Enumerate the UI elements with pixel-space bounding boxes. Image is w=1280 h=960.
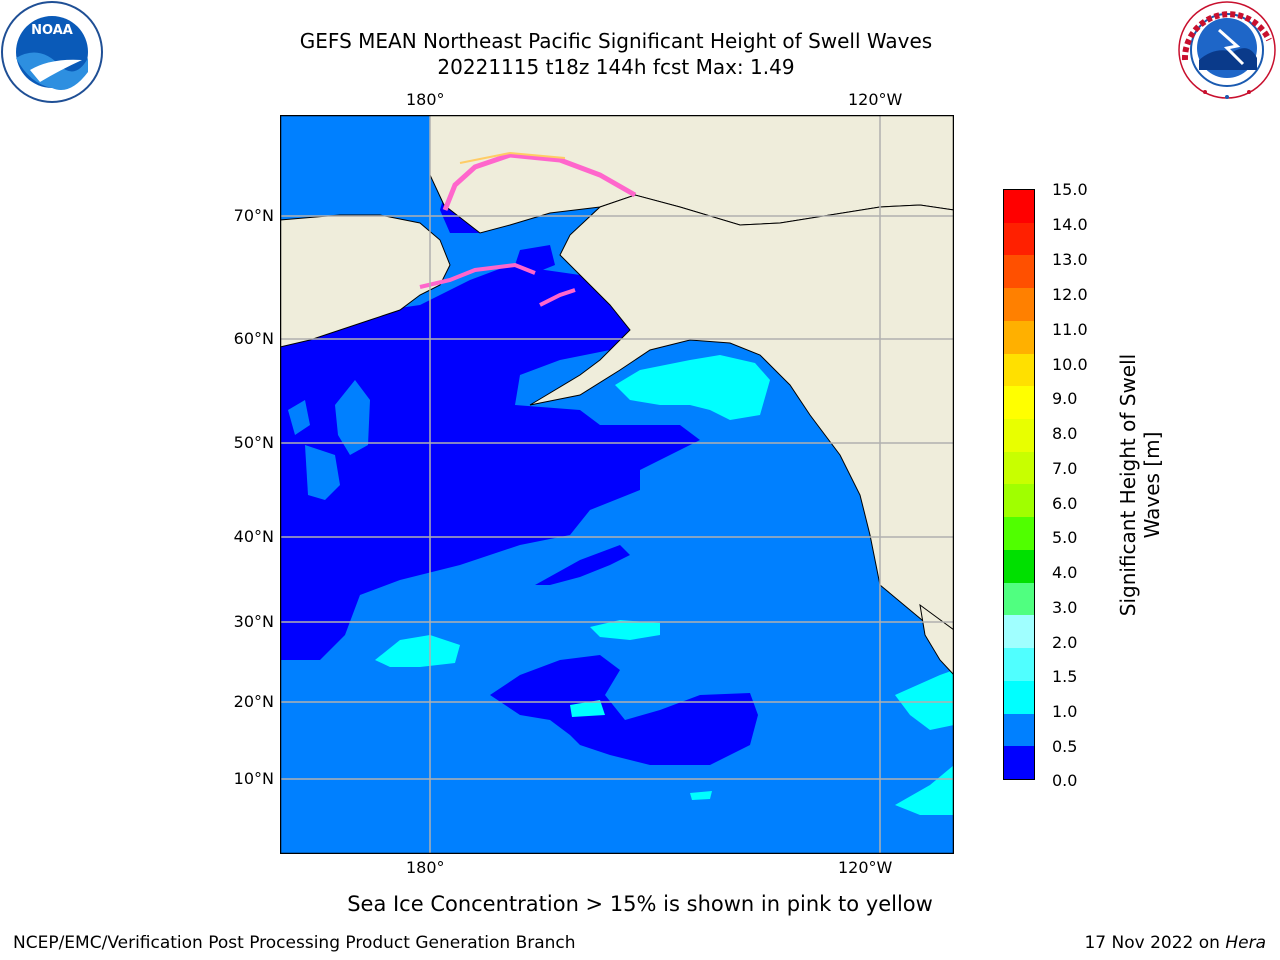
colorbar-segment (1004, 746, 1034, 779)
lat-tick-20n: 20°N (233, 692, 274, 711)
footer-date-text: 17 Nov 2022 on (1084, 933, 1226, 953)
noaa-logo: NOAA (1, 1, 103, 103)
sea-ice-edge-chukchi (442, 152, 637, 211)
colorbar-tick-6: 6.0 (1052, 494, 1078, 513)
sea-ice-edge-yellow (459, 151, 566, 164)
lat-tick-10n: 10°N (233, 769, 274, 788)
lat-tick-50n: 50°N (233, 433, 274, 452)
ocean-swell-10-15-west-patch (375, 635, 460, 667)
colorbar-tick-0-5: 0.5 (1052, 737, 1078, 756)
colorbar-label-line2: Waves [m] (1140, 431, 1164, 539)
colorbar-segment (1004, 648, 1034, 681)
colorbar-segment (1004, 222, 1034, 256)
colorbar-segment (1004, 190, 1034, 223)
colorbar-tick-4: 4.0 (1052, 563, 1078, 582)
map-title: GEFS MEAN Northeast Pacific Significant … (299, 29, 933, 53)
colorbar-segment (1004, 451, 1034, 485)
colorbar-segment (1004, 615, 1034, 649)
sea-ice-note: Sea Ice Concentration > 15% is shown in … (347, 892, 933, 916)
lat-tick-60n: 60°N (233, 329, 274, 348)
map-gridlines (280, 115, 954, 854)
colorbar-tick-15: 15.0 (1052, 180, 1088, 199)
ocean-swell-10-15-south-patch (895, 765, 954, 815)
ocean-swell-10-15-small-patch (690, 791, 712, 800)
lat-tick-70n: 70°N (233, 206, 274, 225)
colorbar (1003, 189, 1035, 780)
map-subtitle: 20221115 t18z 144h fcst Max: 1.49 (437, 55, 795, 79)
lon-tick-bottom-120w: 120°W (838, 858, 893, 877)
colorbar-segment (1004, 680, 1034, 714)
footer-branch: NCEP/EMC/Verification Post Processing Pr… (13, 933, 576, 953)
ocean-swell-0-05-midocean-region (535, 545, 630, 585)
colorbar-segment (1004, 320, 1034, 354)
colorbar-tick-2: 2.0 (1052, 633, 1078, 652)
colorbar-segment (1004, 255, 1034, 289)
colorbar-tick-1: 1.0 (1052, 702, 1078, 721)
colorbar-segment (1004, 353, 1034, 387)
map-frame (280, 115, 954, 854)
ocean-swell-10-15-hawaii-patch (570, 700, 605, 717)
colorbar-segment (1004, 288, 1034, 321)
nws-logo (1178, 1, 1276, 99)
ocean-swell-05-10-patch-2 (305, 445, 340, 500)
colorbar-tick-12: 12.0 (1052, 285, 1088, 304)
noaa-logo-text: NOAA (31, 23, 73, 38)
colorbar-tick-10: 10.0 (1052, 355, 1088, 374)
colorbar-tick-8: 8.0 (1052, 424, 1078, 443)
colorbar-segment (1004, 582, 1034, 616)
ocean-swell-10-15-cali-patch (590, 620, 660, 640)
swell-height-map (280, 115, 954, 854)
colorbar-tick-7: 7.0 (1052, 459, 1078, 478)
colorbar-tick-13: 13.0 (1052, 250, 1088, 269)
lat-tick-30n: 30°N (233, 612, 274, 631)
colorbar-tick-0: 0.0 (1052, 771, 1078, 790)
colorbar-segment (1004, 517, 1034, 550)
footer-date: 17 Nov 2022 on Hera (1084, 932, 1266, 954)
sea-ice-edge-bering (419, 262, 576, 307)
footer-machine: Hera (1225, 933, 1266, 953)
ocean-swell-0-05-north-region (280, 265, 700, 660)
colorbar-segment (1004, 484, 1034, 518)
colorbar-tick-11: 11.0 (1052, 320, 1088, 339)
lat-tick-40n: 40°N (233, 527, 274, 546)
colorbar-segment (1004, 386, 1034, 420)
colorbar-tick-1-5: 1.5 (1052, 667, 1078, 686)
colorbar-segment (1004, 419, 1034, 452)
lon-tick-top-120w: 120°W (848, 90, 903, 109)
ocean-swell-10-15-gulf-of-alaska-region (615, 355, 770, 420)
colorbar-tick-3: 3.0 (1052, 598, 1078, 617)
colorbar-tick-14: 14.0 (1052, 215, 1088, 234)
colorbar-label-line1: Significant Height of Swell (1116, 353, 1140, 617)
ocean-swell-05-10-patch-3 (288, 400, 310, 435)
colorbar-tick-9: 9.0 (1052, 389, 1078, 408)
lon-tick-bottom-180: 180° (406, 858, 445, 877)
ocean-swell-0-05-bering-strait-region (515, 245, 555, 273)
colorbar-tick-5: 5.0 (1052, 528, 1078, 547)
land-alaska-south (529, 194, 954, 646)
lon-tick-top-180: 180° (406, 90, 445, 109)
colorbar-segment (1004, 549, 1034, 583)
ocean-swell-10-15-mexico-patch (895, 670, 954, 730)
ocean-swell-0-05-hawaii-region (490, 655, 758, 765)
ocean-swell-05-10-patch-1 (335, 380, 370, 455)
colorbar-segment (1004, 713, 1034, 747)
